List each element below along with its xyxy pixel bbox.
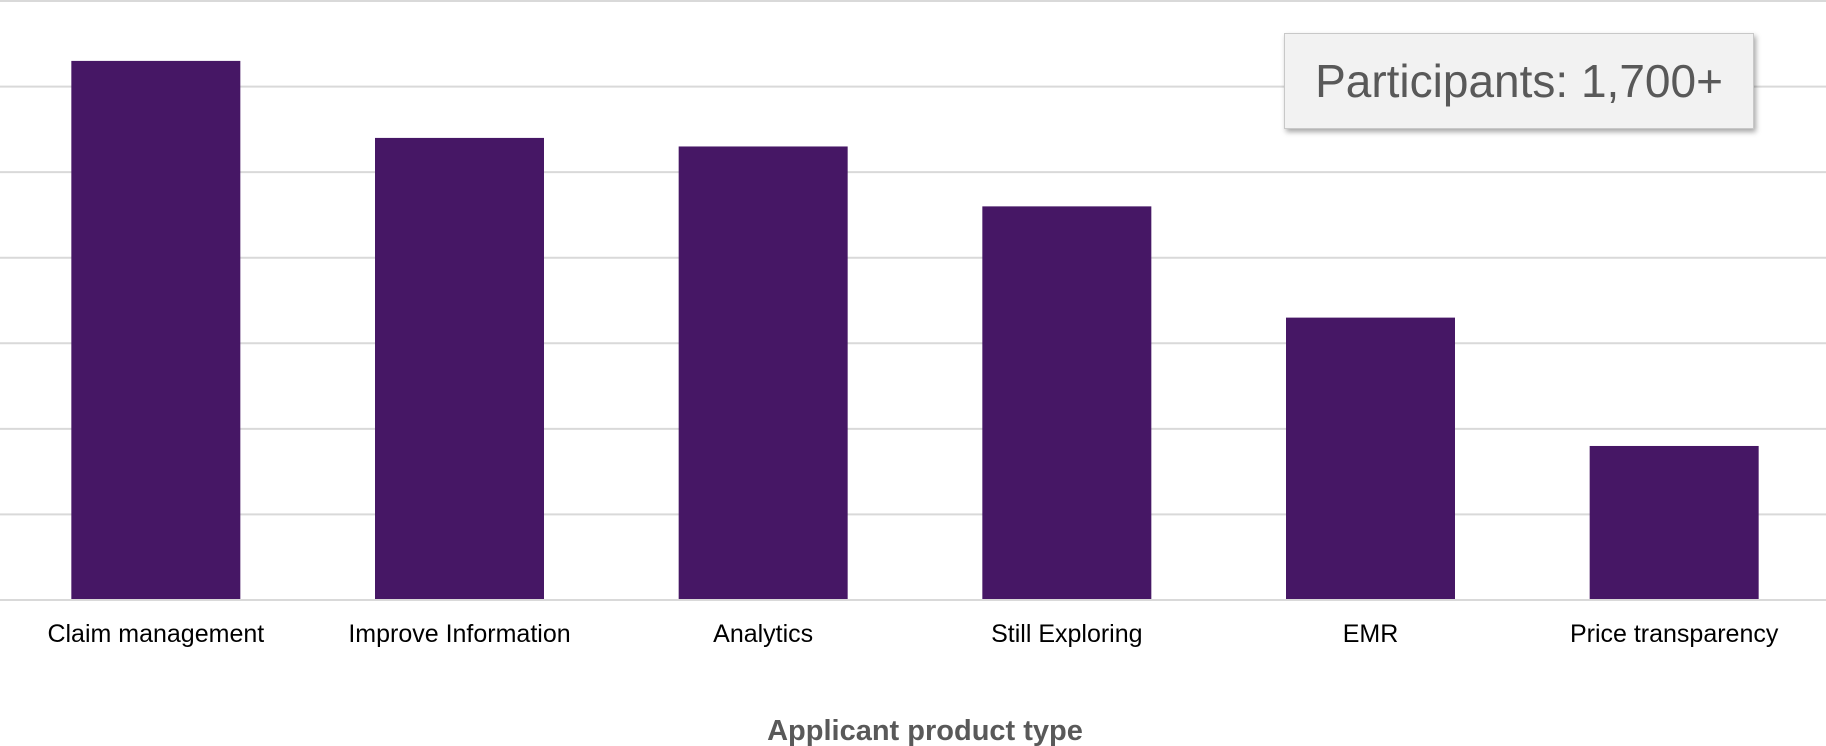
bar-improve-information <box>375 137 544 600</box>
x-tick-label: Analytics <box>713 620 813 648</box>
x-tick-label: Price transparency <box>1570 620 1779 648</box>
participants-annotation: Participants: 1,700+ <box>1284 33 1754 129</box>
x-tick-label: Improve Information <box>348 620 570 648</box>
bars <box>71 60 1759 600</box>
bar-emr <box>1286 317 1455 600</box>
x-tick-label: Still Exploring <box>991 620 1142 648</box>
x-tick-label: Claim management <box>47 620 264 648</box>
bar-still-exploring <box>982 206 1152 600</box>
bar-price-transparency <box>1589 445 1759 600</box>
bar-analytics <box>678 146 848 600</box>
x-tick-label: EMR <box>1343 620 1399 648</box>
participants-annotation-text: Participants: 1,700+ <box>1315 55 1723 107</box>
gridlines <box>0 0 1826 516</box>
x-tick-labels: Claim management Improve Information Analy… <box>47 620 1778 648</box>
x-axis-title: Applicant product type <box>767 715 1083 746</box>
bar-claim-management <box>71 60 241 600</box>
